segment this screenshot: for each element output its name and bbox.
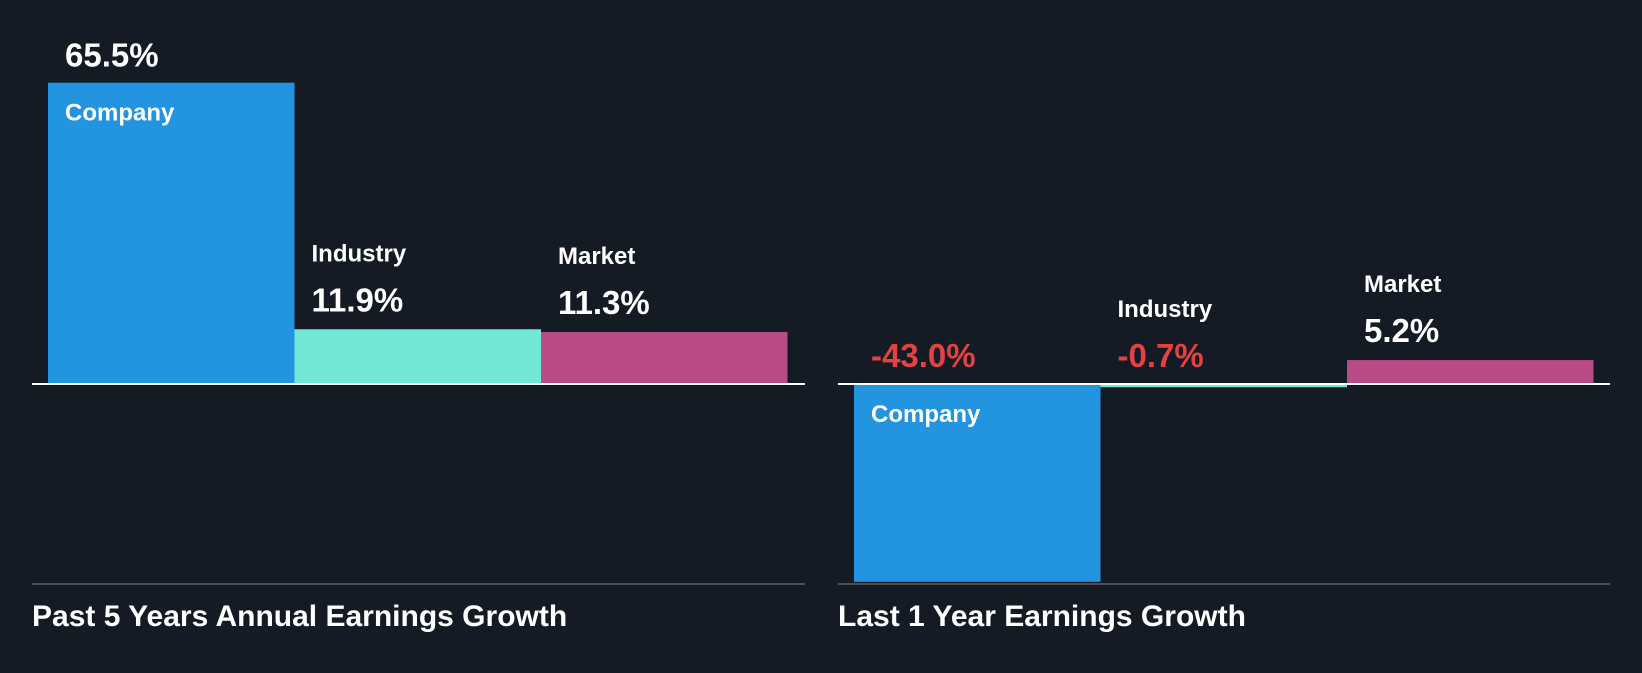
value-label-market: 11.3% [558,284,650,321]
chart-panel-2: Company -43.0% Industry -0.7% Market 5.2% Last… [838,271,1610,633]
bar-industry [1100,384,1347,388]
bar-company [854,384,1101,582]
bar-industry [294,329,541,384]
bar-market [541,332,788,384]
category-label-industry: Industry [312,240,407,267]
category-label-market: Market [1364,271,1441,298]
category-label-market: Market [558,243,635,270]
value-label-industry: -0.7% [1118,337,1204,374]
chart-title: Last 1 Year Earnings Growth [838,600,1246,633]
value-label-market: 5.2% [1364,312,1439,349]
bar-company [48,82,295,384]
value-label-industry: 11.9% [312,281,404,318]
chart-title: Past 5 Years Annual Earnings Growth [32,600,567,633]
bar-market [1347,360,1594,384]
value-label-company: 65.5% [65,37,159,74]
category-label-company: Company [871,401,981,428]
category-label-industry: Industry [1118,296,1213,323]
category-label-company: Company [65,100,175,127]
chart-panel-1: Company 65.5% Industry 11.9% Market 11.3% Past… [32,37,805,633]
value-label-company: -43.0% [871,337,976,374]
